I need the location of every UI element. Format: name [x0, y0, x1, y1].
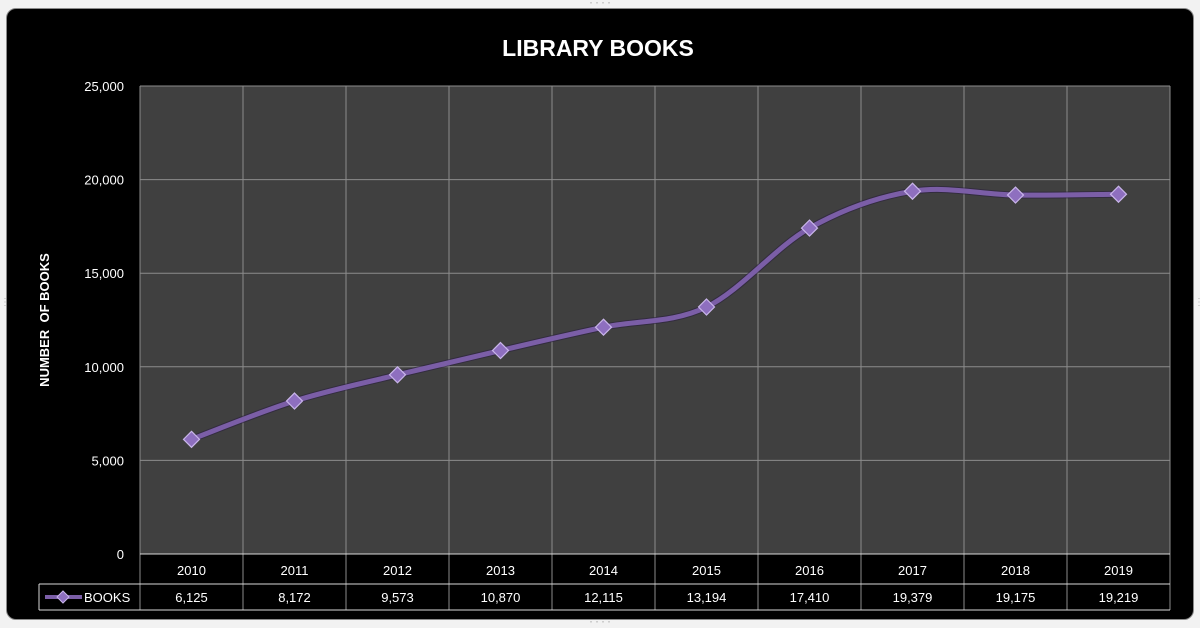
x-tick-label: 2013 [486, 563, 515, 578]
x-tick-label: 2016 [795, 563, 824, 578]
legend-label: BOOKS [84, 590, 131, 605]
data-point-marker [388, 365, 407, 384]
x-tick-label: 2015 [692, 563, 721, 578]
x-tick-label: 2010 [177, 563, 206, 578]
data-point-marker [1006, 186, 1025, 204]
x-tick-label: 2012 [383, 563, 412, 578]
table-value: 9,573 [381, 590, 414, 605]
table-value: 19,175 [996, 590, 1036, 605]
data-point-marker [800, 219, 819, 237]
table-value: 8,172 [278, 590, 311, 605]
data-point-marker [491, 341, 510, 360]
chart-title: LIBRARY BOOKS [502, 35, 694, 61]
x-tick-label: 2014 [589, 563, 618, 578]
table-value: 17,410 [790, 590, 830, 605]
y-tick-label: 5,000 [91, 453, 124, 468]
resize-handle-bottom[interactable]: ···· [588, 617, 613, 628]
data-point-marker [285, 392, 304, 410]
resize-handle-left[interactable]: ⋮ [0, 297, 10, 308]
resize-handle-right[interactable]: ⋮ [1194, 297, 1200, 308]
y-tick-label: 20,000 [84, 173, 124, 188]
data-point-marker [903, 182, 922, 201]
data-point-marker [594, 318, 613, 337]
series-line [189, 186, 1121, 442]
table-value: 19,219 [1099, 590, 1139, 605]
table-value: 6,125 [175, 590, 208, 605]
resize-handle-top[interactable]: ···· [588, 0, 613, 9]
table-value: 12,115 [584, 590, 623, 605]
data-point-marker [182, 430, 201, 449]
x-tick-label: 2018 [1001, 563, 1030, 578]
legend-marker [56, 590, 70, 604]
x-tick-label: 2019 [1104, 563, 1133, 578]
x-tick-label: 2011 [281, 563, 309, 578]
table-value: 13,194 [687, 590, 727, 605]
y-tick-label: 0 [117, 547, 124, 562]
y-axis-title: NUMBER OF BOOKS [37, 253, 52, 387]
data-point-marker [1109, 185, 1128, 204]
x-tick-label: 2017 [898, 563, 927, 578]
y-tick-label: 15,000 [84, 266, 124, 281]
y-tick-label: 10,000 [84, 360, 124, 375]
data-point-marker [697, 298, 716, 316]
table-value: 10,870 [481, 590, 521, 605]
y-tick-label: 25,000 [84, 79, 124, 94]
table-value: 19,379 [893, 590, 933, 605]
